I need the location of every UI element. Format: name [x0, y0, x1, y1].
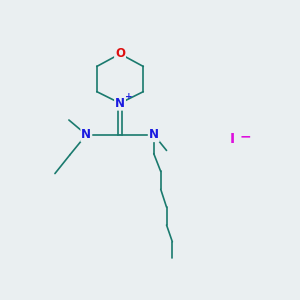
Text: −: − [240, 129, 251, 143]
Text: N: N [149, 128, 159, 141]
Text: O: O [115, 47, 125, 60]
Text: +: + [124, 92, 132, 101]
Text: I: I [230, 132, 236, 146]
Text: N: N [115, 97, 125, 110]
Text: N: N [81, 128, 91, 141]
